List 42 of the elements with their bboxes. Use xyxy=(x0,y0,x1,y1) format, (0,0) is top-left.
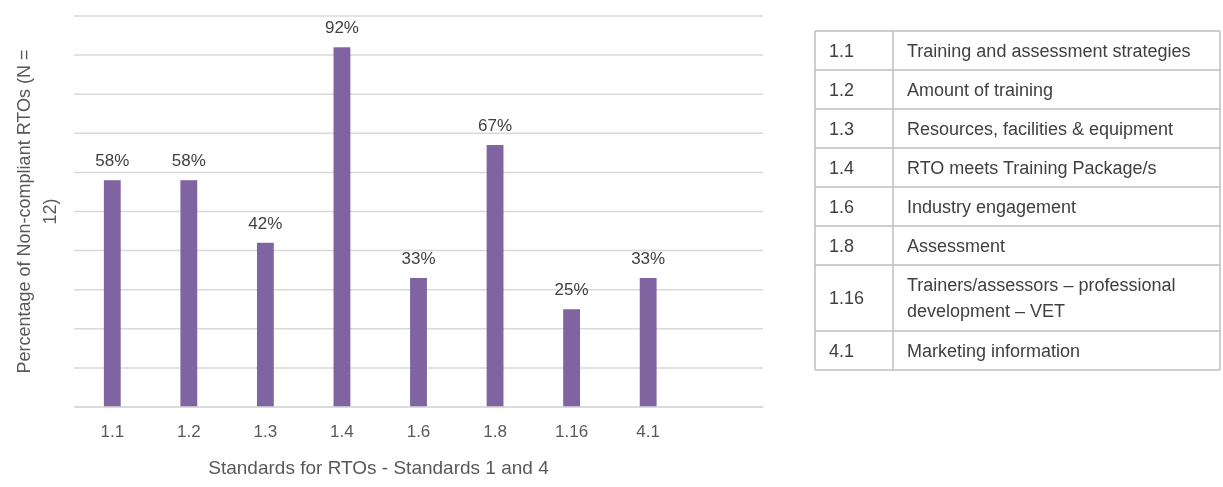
x-tick-label: 1.2 xyxy=(177,422,201,441)
text: 1.2 xyxy=(829,79,855,100)
data-label: 92% xyxy=(324,18,359,38)
x-tick-label: 1.8 xyxy=(483,422,507,441)
text: 1.8 xyxy=(829,235,855,256)
text: 1.16 xyxy=(829,288,865,308)
text: Trainers/assessors – professional development – VET xyxy=(907,275,1176,321)
text: 4.1 xyxy=(829,340,855,361)
data-label: 67% xyxy=(478,116,513,136)
x-tick-label: 1.3 xyxy=(253,422,278,441)
bar xyxy=(180,180,198,407)
text: Marketing information xyxy=(907,340,1081,361)
bar xyxy=(103,180,121,407)
text: Amount of training xyxy=(907,79,1054,100)
x-tick-label: 4.1 xyxy=(636,422,660,441)
data-label: 33% xyxy=(631,248,666,268)
text: 1.6 xyxy=(829,196,855,217)
x-tick-label: 1.1 xyxy=(100,422,125,441)
bar xyxy=(333,47,351,407)
x-axis-title: Standards for RTOs - Standards 1 and 4 xyxy=(208,457,550,478)
text: Training and assessment strategies xyxy=(907,40,1191,61)
data-label: 58% xyxy=(95,151,130,171)
bar xyxy=(256,242,274,407)
x-tick-label: 1.4 xyxy=(330,422,354,441)
text: Assessment xyxy=(907,235,1006,256)
text: Resources, facilities & equipment xyxy=(907,118,1174,139)
text: 1.4 xyxy=(829,157,855,178)
data-label: 25% xyxy=(554,280,589,300)
data-label: 33% xyxy=(401,248,436,268)
bar xyxy=(486,145,504,407)
text: 1.3 xyxy=(829,118,855,139)
data-label: 58% xyxy=(171,151,206,171)
bar xyxy=(563,309,581,407)
bar xyxy=(410,277,427,407)
x-tick-label: 1.6 xyxy=(406,422,431,441)
text: Industry engagement xyxy=(907,196,1077,217)
x-tick-label: 1.16 xyxy=(555,422,589,441)
y-axis-title: Percentage of Non-compliant RTOs (N = 12) xyxy=(14,49,60,374)
text: 1.1 xyxy=(829,40,855,61)
bar xyxy=(639,277,657,407)
data-label: 42% xyxy=(248,213,283,233)
text: RTO meets Training Package/s xyxy=(907,157,1157,178)
